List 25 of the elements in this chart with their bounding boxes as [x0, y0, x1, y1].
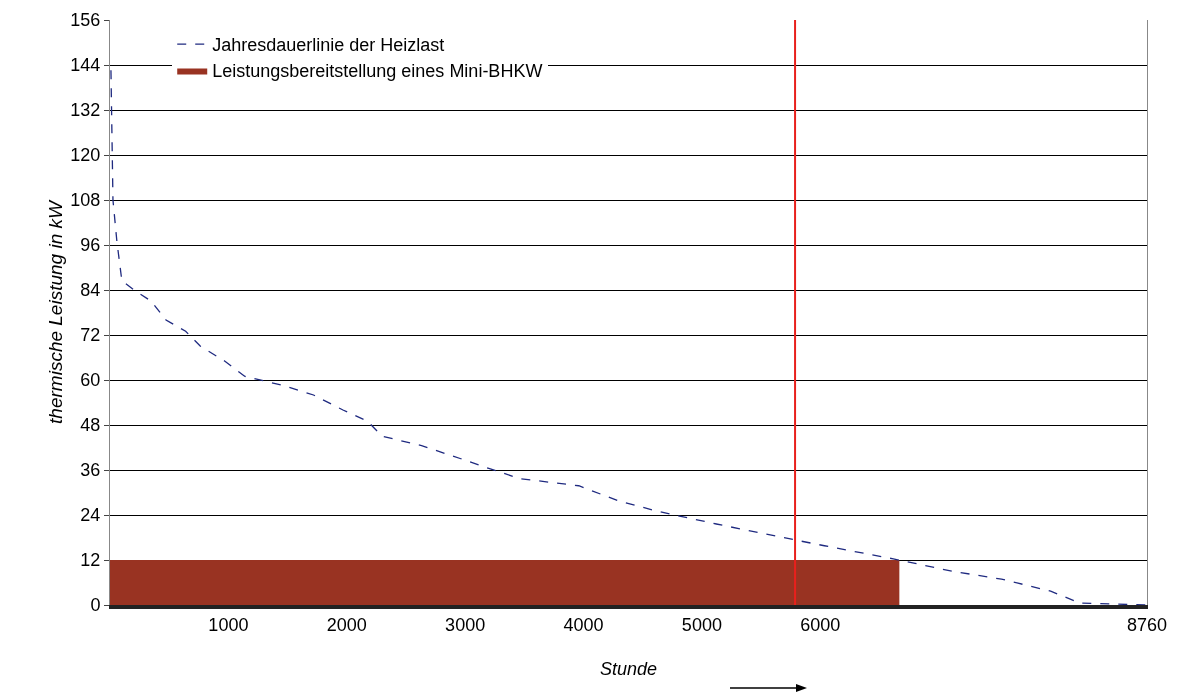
- y-tick-label: 0: [90, 595, 101, 616]
- y-axis-title: thermische Leistung in kW: [45, 199, 66, 424]
- y-tick-label: 156: [70, 10, 101, 31]
- y-tick-label: 120: [70, 145, 101, 166]
- y-tick-label: 108: [70, 190, 101, 211]
- y-tick-label: 48: [80, 415, 101, 436]
- y-tick-label: 132: [70, 100, 101, 121]
- x-tick-label: 8760: [1126, 614, 1168, 635]
- y-tick-label: 96: [80, 235, 101, 256]
- x-tick-label: 5000: [681, 614, 722, 635]
- y-tick-label: 84: [80, 280, 101, 301]
- x-tick-label: 6000: [800, 614, 841, 635]
- x-tick-label: 4000: [563, 614, 604, 635]
- x-tick-label: 3000: [445, 614, 486, 635]
- y-tick-label: 60: [80, 370, 101, 391]
- legend-label: Leistungsbereitstellung eines Mini-BHKW: [212, 61, 543, 82]
- y-tick-label: 72: [80, 325, 101, 346]
- y-tick-label: 12: [80, 550, 101, 571]
- x-axis-title: Stunde: [599, 659, 658, 680]
- x-tick-label: 1000: [208, 614, 249, 635]
- legend-label: Jahresdauerlinie der Heizlast: [212, 35, 445, 56]
- y-tick-label: 36: [80, 460, 101, 481]
- x-tick-label: 2000: [326, 614, 367, 635]
- y-tick-label: 24: [80, 505, 101, 526]
- y-tick-label: 144: [70, 55, 101, 76]
